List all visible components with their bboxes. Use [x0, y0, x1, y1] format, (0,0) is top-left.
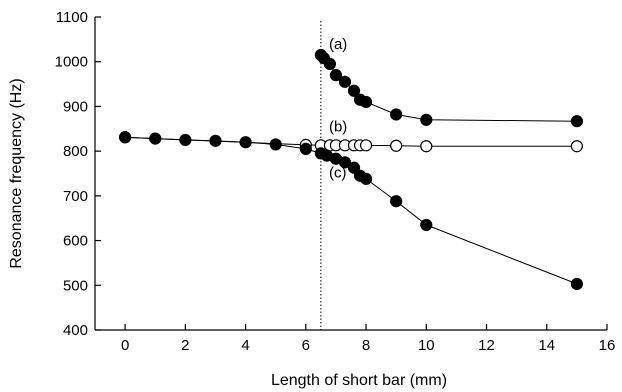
x-tick-label: 10 [418, 337, 435, 354]
series-0-point [420, 218, 433, 232]
series-1-point [359, 95, 373, 109]
series-1-point [329, 69, 343, 82]
y-axis-title: Resonance frequency (Hz) [8, 78, 25, 268]
series-0-point [209, 134, 222, 147]
y-tick-label: 1100 [56, 9, 88, 26]
series-2-point [570, 140, 583, 153]
series-0-point [149, 132, 162, 145]
y-tick-label: 700 [63, 188, 88, 205]
series-0-point [347, 161, 361, 174]
x-tick-label: 0 [121, 337, 129, 354]
series-2-point [390, 139, 403, 152]
series-0-point [299, 142, 312, 156]
series-0-point [179, 133, 192, 147]
series-0-point [390, 195, 403, 208]
x-tick-label: 14 [538, 337, 555, 354]
series-0-point [269, 138, 282, 151]
y-tick-label: 600 [63, 233, 88, 250]
series-0-point [570, 277, 583, 291]
series-1-point [570, 115, 583, 128]
series-2-point [420, 140, 433, 153]
x-tick-label: 16 [599, 337, 616, 354]
x-tick-label: 4 [241, 337, 249, 354]
y-tick-label: 800 [63, 143, 88, 160]
x-tick-label: 8 [362, 337, 370, 354]
x-tick-label: 2 [181, 337, 189, 354]
annotation-label: (a) [329, 36, 347, 53]
x-tick-label: 6 [302, 337, 310, 354]
x-tick-label: 12 [478, 337, 495, 354]
y-tick-label: 900 [63, 98, 88, 115]
series-0-point [359, 172, 373, 185]
series-1-point [390, 108, 403, 121]
series-1-point [347, 84, 361, 97]
series-0-point [239, 136, 252, 149]
y-tick-label: 400 [63, 322, 88, 339]
y-tick-label: 1000 [55, 54, 88, 71]
y-tick-label: 500 [63, 277, 88, 294]
series-0-point [338, 156, 352, 169]
series-1-point [323, 57, 337, 71]
series-0-line [125, 136, 578, 285]
series-1-point [338, 75, 352, 88]
series-0-point [119, 131, 132, 144]
x-axis-title: Length of short bar (mm) [271, 372, 447, 389]
plot-area: 400 500 600 700 800 900 1000 1100 0 2 4 6 8 10 12 14 16 L… [8, 9, 615, 389]
series-1-point [420, 113, 433, 126]
series-2-point [359, 139, 373, 152]
annotation-label: (c) [329, 165, 347, 182]
annotation-label: (b) [329, 119, 347, 136]
